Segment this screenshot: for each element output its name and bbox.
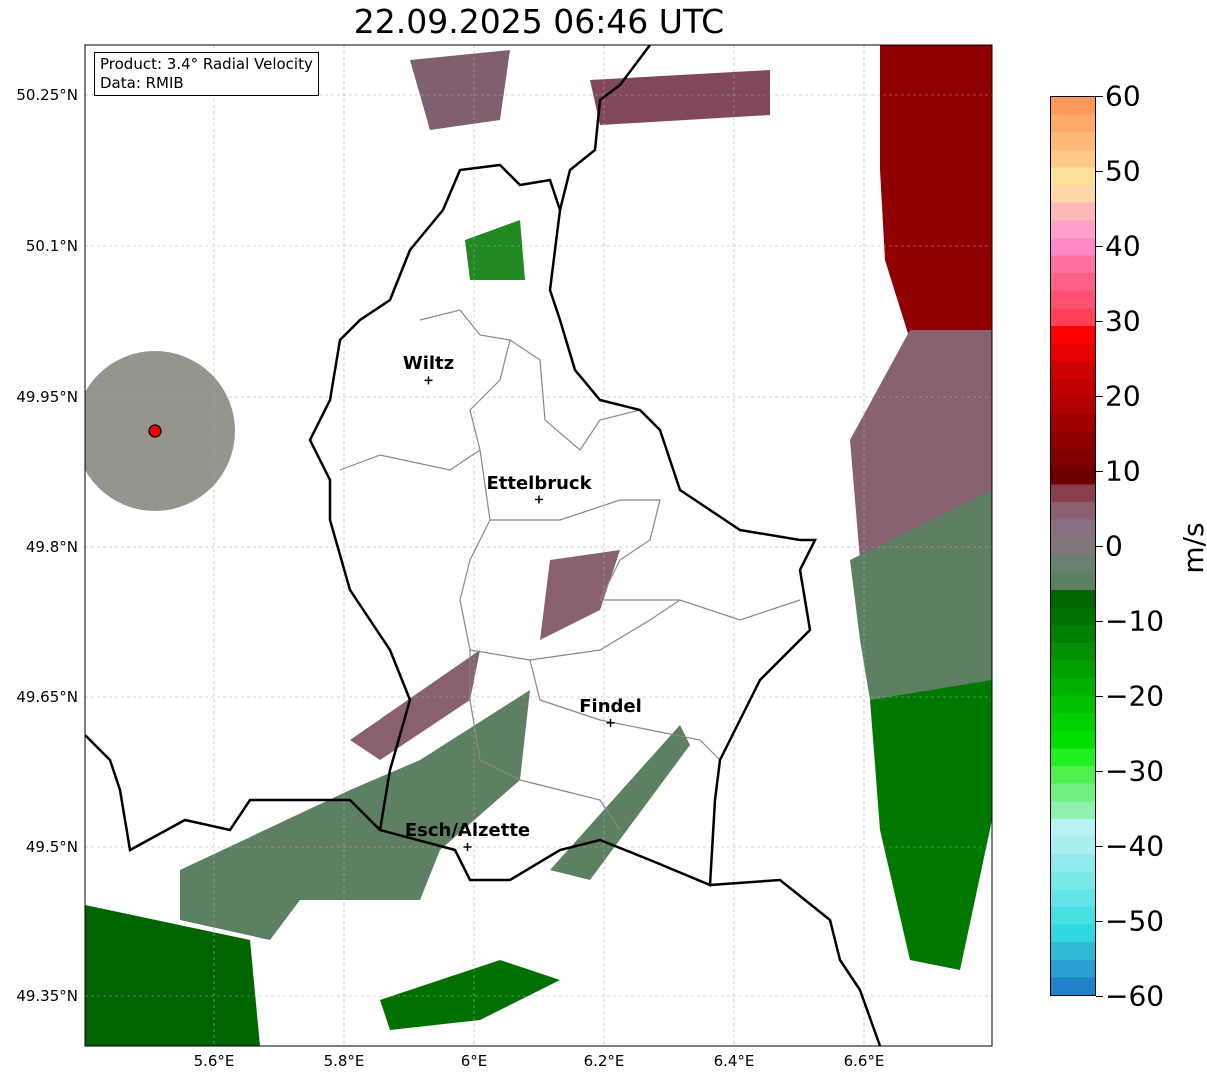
city-marker <box>424 376 433 385</box>
lon-tick-label: 6.4°E <box>713 1052 755 1070</box>
radar-echoes <box>85 45 992 1046</box>
city-label: Esch/Alzette <box>404 820 531 841</box>
echo-greygreen-east <box>850 490 992 700</box>
colorbar-tick-label: −20 <box>1105 679 1165 713</box>
echo-mauve-north <box>410 50 510 130</box>
colorbar-unit: m/s <box>1177 522 1207 574</box>
lat-tick-label: 49.5°N <box>25 838 78 856</box>
city-label: Ettelbruck <box>486 472 592 494</box>
echo-green-southwest <box>85 905 260 1046</box>
lon-tick-label: 5.8°E <box>323 1052 365 1070</box>
lon-tick-label: 5.6°E <box>193 1052 235 1070</box>
colorbar-tick <box>1096 246 1103 247</box>
city-marker <box>606 718 615 727</box>
colorbar-tick-label: −10 <box>1105 604 1165 638</box>
info-box: Product: 3.4° Radial Velocity Data: RMIB <box>94 52 319 96</box>
city-label: Wiltz <box>402 353 455 375</box>
data-source-label: Data: RMIB <box>100 74 184 92</box>
lon-tick-label: 6°E <box>460 1052 488 1070</box>
colorbar-tick-label: −50 <box>1105 904 1165 938</box>
colorbar-tick-label: 20 <box>1105 379 1141 413</box>
product-label: Product: 3.4° Radial Velocity <box>100 55 313 73</box>
lon-tick-label: 6.2°E <box>583 1052 625 1070</box>
echo-green-north <box>465 220 525 280</box>
colorbar-tick <box>1096 921 1103 922</box>
colorbar-tick <box>1096 846 1103 847</box>
lat-tick-label: 50.1°N <box>25 237 78 255</box>
echo-mauve-northeast <box>590 70 770 125</box>
echo-green-south <box>380 960 560 1030</box>
lon-tick-label: 6.6°E <box>843 1052 885 1070</box>
map-title: 22.09.2025 06:46 UTC <box>353 2 725 41</box>
lat-tick-label: 50.25°N <box>16 86 78 104</box>
colorbar-tick-label: −30 <box>1105 754 1165 788</box>
map-frame <box>84 44 993 1047</box>
colorbar-tick <box>1096 396 1103 397</box>
echo-mauve-southwest <box>350 650 480 760</box>
canton-borders <box>339 309 801 831</box>
colorbar-tick <box>1096 96 1103 97</box>
colorbar-tick <box>1096 621 1103 622</box>
colorbar-tick-label: 10 <box>1105 454 1141 488</box>
lat-tick-label: 49.8°N <box>25 538 78 556</box>
colorbar-tick-label: 30 <box>1105 304 1141 338</box>
echo-green-east <box>870 680 992 970</box>
echo-mauve-east <box>850 330 992 560</box>
lat-tick-label: 49.95°N <box>16 388 78 406</box>
colorbar-tick <box>1096 546 1103 547</box>
colorbar-tick <box>1096 996 1103 997</box>
echo-red-northeast <box>880 45 992 340</box>
city-markers <box>424 376 615 851</box>
colorbar-tick <box>1096 771 1103 772</box>
colorbar <box>1050 96 1096 996</box>
colorbar-tick <box>1096 696 1103 697</box>
city-label: Findel <box>579 695 642 717</box>
colorbar-tick <box>1096 321 1103 322</box>
echo-greygreen-southeast <box>550 725 690 880</box>
colorbar-tick-label: 50 <box>1105 154 1141 188</box>
colorbar-tick-label: 0 <box>1105 529 1123 563</box>
colorbar-tick <box>1096 471 1103 472</box>
echo-mauve-center <box>540 550 620 640</box>
colorbar-tick-label: −40 <box>1105 829 1165 863</box>
colorbar-tick-label: 40 <box>1105 229 1141 263</box>
colorbar-tick-label: −60 <box>1105 979 1165 1013</box>
colorbar-tick-label: 60 <box>1105 79 1141 113</box>
lat-tick-label: 49.35°N <box>16 987 78 1005</box>
radar-site-marker <box>148 424 162 438</box>
colorbar-tick <box>1096 171 1103 172</box>
city-marker <box>535 495 543 504</box>
lat-tick-label: 49.65°N <box>16 688 78 706</box>
country-borders <box>84 44 882 1047</box>
echo-greygreen-south <box>180 690 530 940</box>
city-marker <box>463 843 472 851</box>
